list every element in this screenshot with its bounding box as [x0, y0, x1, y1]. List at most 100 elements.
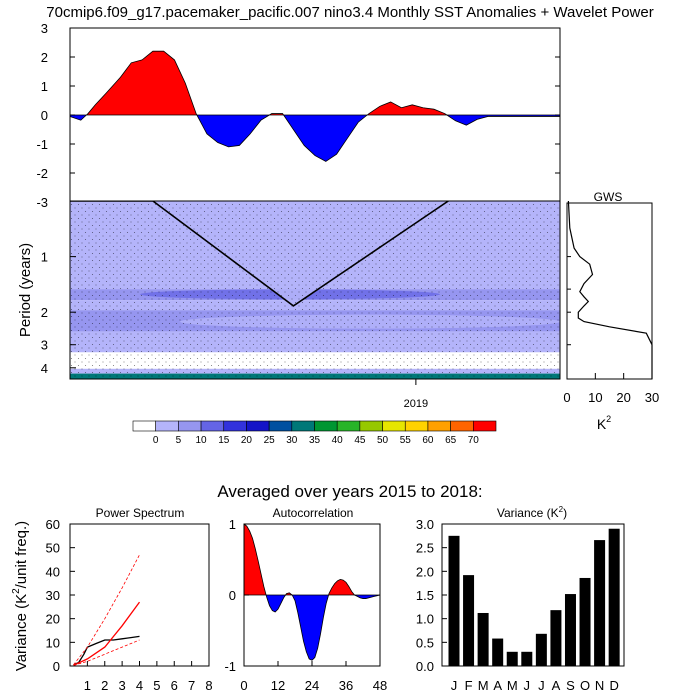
autocorrelation-negative-fill: [244, 595, 380, 661]
variance-title: Variance (K2): [497, 505, 567, 520]
wavelet-y-axis-label: Period (years): [17, 243, 34, 337]
cone-of-influence: [70, 201, 449, 307]
power-spectrum-y-tick-label: 30: [46, 588, 60, 603]
autocorrelation-x-axis: 0 12 24 36 48: [240, 661, 387, 693]
sst-y-tick-label: -1: [36, 137, 48, 152]
gws-title: GWS: [594, 190, 623, 204]
gws-x-tick-label: 10: [588, 390, 602, 405]
colorbar-label: 50: [377, 435, 389, 446]
variance-y-axis: 3.0 2.5 2.0 1.5 1.0 0.5 0.0: [416, 517, 447, 674]
variance-bars: [448, 528, 620, 666]
wavelet-y-axis: 1 2 3 4: [41, 250, 76, 376]
power-spectrum-x-tick-label: 1: [84, 678, 91, 693]
autocorrelation-positive-fill: [244, 524, 380, 595]
power-spectrum-x-tick-label: 5: [153, 678, 160, 693]
colorbar-box: [359, 420, 383, 432]
colorbar-labels: 0 5 10 15 20 25 30 35 40 45 50 55 60 65 70: [153, 435, 479, 446]
variance-x-tick-label: A: [493, 678, 502, 693]
variance-y-tick-label: 2.0: [416, 564, 434, 579]
power-spectrum-series: [73, 554, 140, 666]
colorbar-box: [268, 420, 293, 432]
autocorrelation-line: [243, 523, 381, 661]
colorbar-box: [450, 420, 474, 432]
variance-bar: [579, 577, 591, 666]
variance-x-tick-label: N: [595, 678, 604, 693]
colorbar-label: 65: [445, 435, 457, 446]
colorbar-label: 5: [176, 435, 182, 446]
variance-x-tick-label: M: [507, 678, 518, 693]
colorbar-box: [427, 420, 451, 432]
gws-x-tick-label: 30: [645, 390, 659, 405]
gws-x-label: K2: [597, 414, 611, 432]
variance-bar: [521, 651, 533, 666]
wavelet-x-tick-label: 2019: [404, 398, 428, 410]
power-spectrum-series: [73, 601, 141, 666]
autocorrelation-y-tick-label: 1: [229, 517, 236, 532]
power-spectrum-y-tick-label: 0: [53, 659, 60, 674]
sst-anomaly-panel: 3 2 1 0 -1 -2 -3: [36, 21, 561, 210]
colorbar-label: 10: [196, 435, 208, 446]
wavelet-y-tick-label: 3: [41, 338, 48, 353]
autocorrelation-x-tick-label: 36: [339, 678, 353, 693]
power-spectrum-x-tick-label: 6: [171, 678, 178, 693]
power-spectrum-x-tick-label: 3: [119, 678, 126, 693]
variance-y-tick-label: 3.0: [416, 517, 434, 532]
wavelet-x-axis: 2019: [404, 379, 428, 410]
variance-bar: [535, 633, 547, 666]
variance-y-tick-label: 0.0: [416, 659, 434, 674]
variance-x-tick-label: J: [451, 678, 458, 693]
sst-y-tick-label: 1: [41, 79, 48, 94]
power-spectrum-series: [73, 635, 140, 666]
gws-frame: [566, 202, 653, 380]
variance-bar: [550, 610, 562, 666]
averaged-heading: Averaged over years 2015 to 2018:: [217, 482, 482, 501]
colorbar-box: [336, 420, 361, 432]
variance-bar: [463, 575, 475, 666]
gws-panel: GWS 0 10 20 30 K2: [563, 190, 659, 432]
colorbar-box: [200, 420, 225, 432]
sst-anomaly-negative-fill: [70, 115, 560, 162]
variance-x-tick-label: A: [552, 678, 561, 693]
power-spectrum-x-tick-label: 2: [101, 678, 108, 693]
power-spectrum-y-axis: 0 10 20 30 40 50 60: [46, 517, 75, 674]
colorbar-box: [223, 420, 247, 432]
power-spectrum-frame: [69, 523, 210, 667]
variance-y-tick-label: 0.5: [416, 635, 434, 650]
variance-y-tick-label: 1.0: [416, 612, 434, 627]
wavelet-y-tick-label: 4: [41, 361, 48, 376]
power-spectrum-x-tick-label: 7: [188, 678, 195, 693]
colorbar-label: 70: [468, 435, 480, 446]
variance-x-tick-label: F: [465, 678, 473, 693]
colorbar-label: 40: [332, 435, 344, 446]
autocorrelation-x-tick-label: 24: [305, 678, 319, 693]
autocorrelation-title: Autocorrelation: [273, 506, 354, 520]
power-spectrum-y-tick-label: 40: [46, 564, 60, 579]
colorbar-box: [473, 420, 497, 432]
figure-title: 70cmip6.f09_g17.pacemaker_pacific.007 ni…: [46, 4, 653, 21]
colorbar-label: 20: [241, 435, 253, 446]
gws-x-tick-label: 0: [563, 390, 570, 405]
variance-x-tick-label: D: [609, 678, 618, 693]
power-spectrum-title: Power Spectrum: [96, 506, 185, 520]
variance-bar: [506, 651, 518, 666]
power-spectrum-y-tick-label: 60: [46, 517, 60, 532]
colorbar-boxes: [132, 420, 497, 432]
wavelet-frame: [69, 200, 561, 380]
sst-y-axis: 3 2 1 0 -1 -2 -3: [36, 21, 560, 210]
autocorrelation-y-tick-label: -1: [224, 659, 236, 674]
colorbar-box: [382, 420, 406, 432]
variance-bar: [477, 612, 489, 666]
variance-bar: [594, 540, 606, 666]
sst-y-tick-label: 2: [41, 50, 48, 65]
autocorrelation-y-tick-label: 0: [229, 588, 236, 603]
colorbar-label: 45: [354, 435, 366, 446]
colorbar-label: 35: [309, 435, 321, 446]
variance-y-tick-label: 1.5: [416, 588, 434, 603]
variance-bar: [492, 638, 504, 666]
colorbar-box: [314, 420, 338, 432]
variance-x-tick-label: M: [478, 678, 489, 693]
